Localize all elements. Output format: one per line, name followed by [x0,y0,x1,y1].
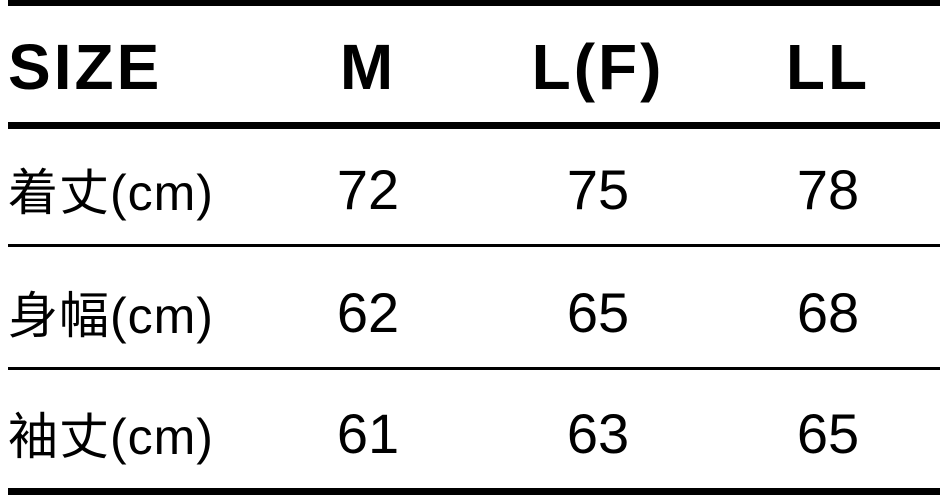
table-row: 身幅(cm) 62 65 68 [0,257,940,367]
cell-m: 61 [336,401,400,465]
cell-m: 72 [336,157,400,221]
cell-ll: 78 [796,157,860,221]
header-size: SIZE [8,31,163,103]
cell-ll: 65 [796,401,860,465]
row-label: 着丈(cm) [8,165,214,221]
header-row: SIZE M L(F) LL [0,12,940,122]
header-rule [8,122,940,129]
table-row: 袖丈(cm) 61 63 65 [0,378,940,488]
cell-lf: 75 [566,157,630,221]
row-label: 身幅(cm) [8,288,214,344]
cell-ll: 68 [796,280,860,344]
row-label: 袖丈(cm) [8,409,214,465]
cell-lf: 65 [566,280,630,344]
header-m: M [339,31,397,103]
cell-lf: 63 [566,401,630,465]
top-rule [8,0,940,6]
bottom-rule [8,488,940,495]
header-lf: L(F) [531,31,665,103]
row-divider [8,367,940,370]
header-ll: LL [785,31,871,103]
cell-m: 62 [336,280,400,344]
row-divider [8,244,940,247]
table-row: 着丈(cm) 72 75 78 [0,134,940,244]
